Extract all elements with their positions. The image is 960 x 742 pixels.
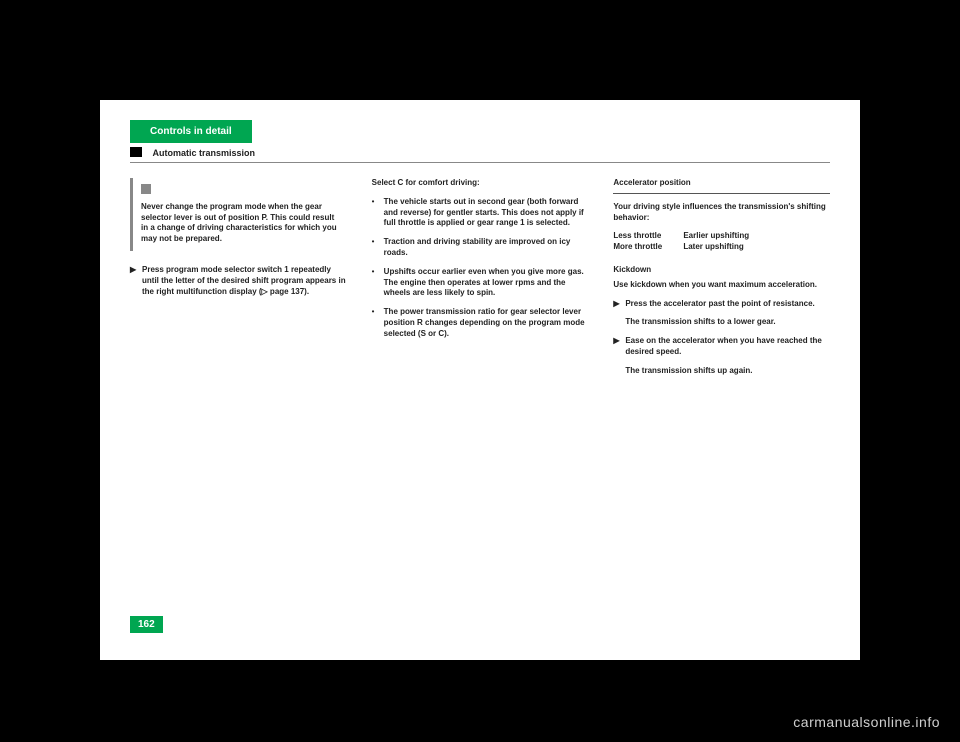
triangle-icon: ▶ xyxy=(130,265,142,297)
section-marker xyxy=(130,147,142,157)
header-tab: Controls in detail xyxy=(130,120,252,143)
instruction-text: Press the accelerator past the point of … xyxy=(625,299,830,310)
list-text: Upshifts occur earlier even when you giv… xyxy=(384,267,589,299)
page-number: 162 xyxy=(130,616,163,633)
note-box: Never change the program mode when the g… xyxy=(130,178,347,251)
bullet-icon: • xyxy=(372,197,384,229)
watermark: carmanualsonline.info xyxy=(793,714,940,730)
table-row: More throttle Later upshifting xyxy=(613,242,830,253)
kickdown-heading: Kickdown xyxy=(613,265,830,276)
col2-intro: Select C for comfort driving: xyxy=(372,178,589,189)
list-text: Traction and driving stability are impro… xyxy=(384,237,589,259)
note-icon xyxy=(141,184,151,194)
triangle-icon: ▶ xyxy=(613,299,625,310)
content-columns: Never change the program mode when the g… xyxy=(130,178,830,385)
throttle-value: Earlier upshifting xyxy=(683,231,830,242)
section-row: Automatic transmission xyxy=(130,143,830,161)
column-2: Select C for comfort driving: • The vehi… xyxy=(372,178,589,385)
result-text: The transmission shifts up again. xyxy=(625,366,830,377)
table-row: Less throttle Earlier upshifting xyxy=(613,231,830,242)
list-item: • Upshifts occur earlier even when you g… xyxy=(372,267,589,299)
column-3: Accelerator position Your driving style … xyxy=(613,178,830,385)
list-text: The power transmission ratio for gear se… xyxy=(384,307,589,339)
section-title: Automatic transmission xyxy=(152,148,255,158)
bullet-icon: • xyxy=(372,307,384,339)
throttle-value: Later upshifting xyxy=(683,242,830,253)
instruction-item: ▶ Ease on the accelerator when you have … xyxy=(613,336,830,358)
sub-divider xyxy=(613,193,830,194)
throttle-label: More throttle xyxy=(613,242,683,253)
note-text: Never change the program mode when the g… xyxy=(141,202,339,245)
list-item: • The power transmission ratio for gear … xyxy=(372,307,589,339)
column-1: Never change the program mode when the g… xyxy=(130,178,347,385)
list-item: • The vehicle starts out in second gear … xyxy=(372,197,589,229)
bullet-icon: • xyxy=(372,267,384,299)
accel-heading: Accelerator position xyxy=(613,178,830,189)
list-text: The vehicle starts out in second gear (b… xyxy=(384,197,589,229)
throttle-table: Less throttle Earlier upshifting More th… xyxy=(613,231,830,253)
instruction-item: ▶ Press program mode selector switch 1 r… xyxy=(130,265,347,297)
instruction-text: Ease on the accelerator when you have re… xyxy=(625,336,830,358)
kickdown-para: Use kickdown when you want maximum accel… xyxy=(613,280,830,291)
manual-page: Controls in detail Automatic transmissio… xyxy=(100,100,860,660)
instruction-item: ▶ Press the accelerator past the point o… xyxy=(613,299,830,310)
list-item: • Traction and driving stability are imp… xyxy=(372,237,589,259)
throttle-label: Less throttle xyxy=(613,231,683,242)
bullet-icon: • xyxy=(372,237,384,259)
result-text: The transmission shifts to a lower gear. xyxy=(625,317,830,328)
header-divider xyxy=(130,162,830,163)
accel-intro: Your driving style influences the transm… xyxy=(613,202,830,224)
triangle-icon: ▶ xyxy=(613,336,625,358)
instruction-text: Press program mode selector switch 1 rep… xyxy=(142,265,347,297)
